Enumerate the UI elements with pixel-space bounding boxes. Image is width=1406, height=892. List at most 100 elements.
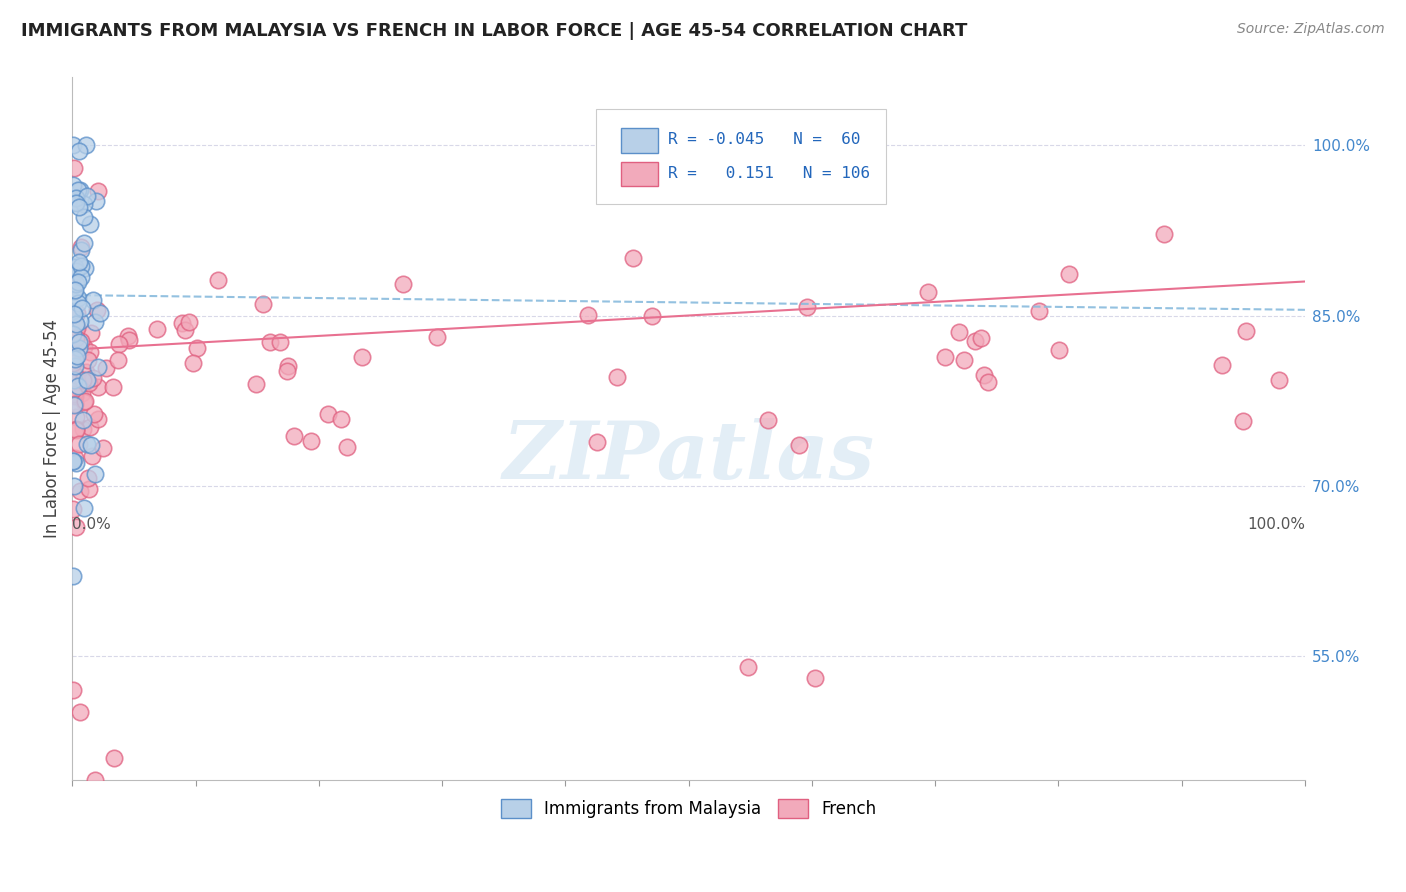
- Point: [66, 321, 89, 335]
- Point: [578, 308, 600, 322]
- Point: [79, 419, 101, 434]
- Point: [953, 352, 976, 367]
- Point: [63, 368, 86, 382]
- Point: [65, 277, 87, 292]
- Point: [72, 413, 94, 427]
- Point: [63, 387, 86, 401]
- Point: [84, 773, 107, 788]
- Point: [66, 372, 89, 386]
- Bar: [621, 161, 658, 186]
- Text: 100.0%: 100.0%: [1247, 516, 1305, 532]
- Point: [63, 398, 86, 412]
- Point: [350, 351, 373, 365]
- Point: [756, 413, 779, 427]
- Point: [62, 454, 84, 468]
- Point: [67, 275, 90, 289]
- Point: [87, 359, 110, 374]
- Point: [80, 326, 103, 340]
- Point: [62, 260, 84, 274]
- Point: [82, 293, 104, 307]
- Point: [82, 371, 104, 385]
- Point: [66, 291, 89, 305]
- Point: [76, 188, 98, 202]
- Point: [181, 356, 204, 370]
- Point: [65, 331, 87, 345]
- Point: [66, 306, 89, 320]
- Point: [67, 200, 90, 214]
- Point: [79, 217, 101, 231]
- Point: [186, 341, 208, 355]
- Point: [72, 373, 94, 387]
- Bar: [621, 128, 658, 153]
- Point: [70, 386, 93, 401]
- Point: [76, 352, 98, 367]
- Point: [65, 409, 87, 424]
- Point: [277, 359, 299, 373]
- Point: [177, 315, 200, 329]
- Point: [65, 389, 87, 403]
- Point: [94, 361, 117, 376]
- Point: [65, 423, 87, 437]
- Point: [75, 138, 97, 153]
- Point: [77, 471, 100, 485]
- Point: [63, 351, 86, 366]
- Point: [67, 341, 90, 355]
- Point: [299, 434, 322, 448]
- Point: [70, 243, 93, 257]
- Point: [1268, 373, 1291, 387]
- Point: [66, 379, 89, 393]
- Point: [70, 301, 93, 316]
- Point: [70, 334, 93, 349]
- Point: [84, 194, 107, 209]
- Point: [70, 240, 93, 254]
- Point: [606, 369, 628, 384]
- Point: [103, 750, 125, 764]
- Point: [83, 467, 105, 482]
- Point: [69, 260, 91, 274]
- Point: [65, 196, 87, 211]
- Point: [62, 337, 84, 351]
- Point: [62, 268, 84, 283]
- Point: [73, 501, 96, 516]
- Point: [977, 376, 1000, 390]
- Point: [73, 235, 96, 250]
- Point: [803, 671, 825, 685]
- Point: [91, 441, 114, 455]
- Point: [62, 383, 84, 397]
- Text: Source: ZipAtlas.com: Source: ZipAtlas.com: [1237, 22, 1385, 37]
- Point: [63, 161, 86, 175]
- Point: [69, 706, 91, 720]
- Point: [948, 325, 970, 339]
- Text: R =   0.151   N = 106: R = 0.151 N = 106: [668, 166, 870, 181]
- Point: [621, 251, 644, 265]
- Point: [62, 178, 84, 192]
- Point: [66, 349, 89, 363]
- Point: [67, 183, 90, 197]
- Point: [75, 365, 97, 379]
- Point: [252, 297, 274, 311]
- Point: [86, 184, 108, 198]
- Point: [63, 359, 86, 373]
- Point: [65, 264, 87, 278]
- Point: [65, 317, 87, 331]
- Point: [73, 210, 96, 224]
- Point: [117, 329, 139, 343]
- Text: 0.0%: 0.0%: [72, 516, 111, 532]
- Point: [69, 483, 91, 498]
- Text: R = -0.045   N =  60: R = -0.045 N = 60: [668, 133, 860, 147]
- Point: [969, 331, 991, 345]
- Point: [1028, 304, 1050, 318]
- Point: [276, 364, 298, 378]
- Point: [69, 183, 91, 197]
- Point: [67, 255, 90, 269]
- Point: [67, 144, 90, 158]
- Text: ZIPatlas: ZIPatlas: [502, 418, 875, 496]
- Point: [80, 438, 103, 452]
- Point: [1234, 324, 1257, 338]
- Point: [67, 335, 90, 350]
- Point: [65, 283, 87, 297]
- Point: [63, 478, 86, 492]
- Point: [87, 380, 110, 394]
- Point: [65, 194, 87, 209]
- Point: [63, 191, 86, 205]
